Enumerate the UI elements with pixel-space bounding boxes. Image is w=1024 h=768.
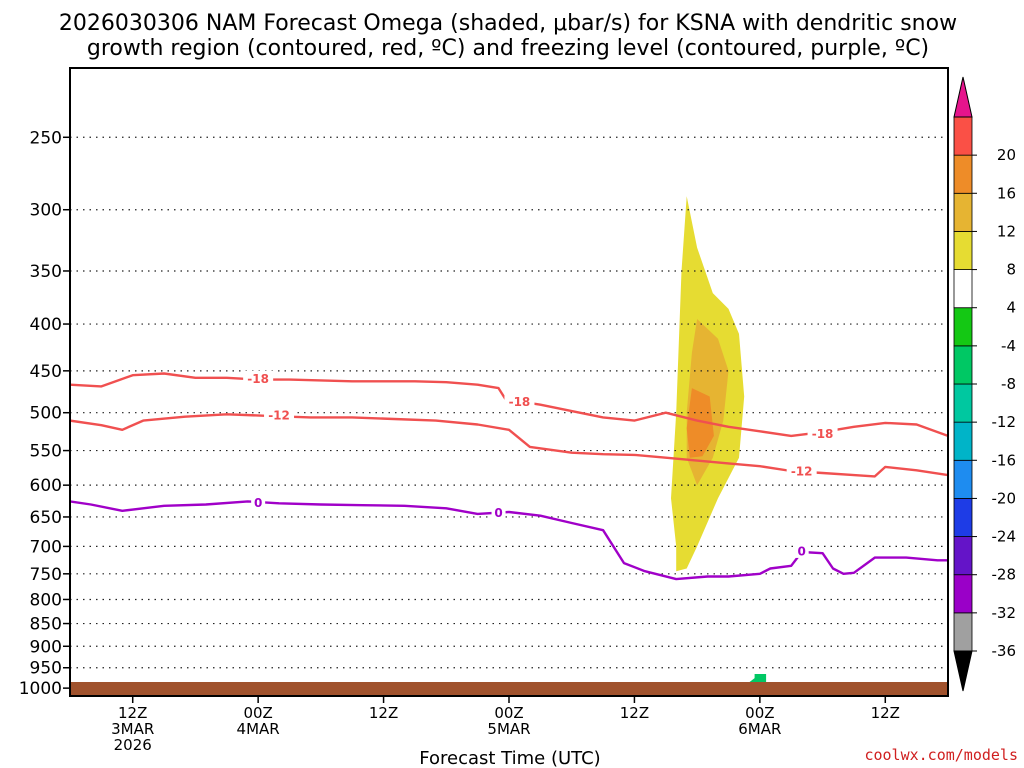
plot-area: -18 -18 -18 -12 -12 0 0 0 250 300 350 400 450 500 550 6… [19,67,949,754]
contour-label-dgz-minus-18-2: -18 [812,427,834,441]
plot-frame [69,67,949,697]
contour-label-bg-freezing-level-0-1 [491,504,506,520]
contour-label-freezing-level-0-0: 0 [254,496,262,510]
contour-label-bg-freezing-level-0-0 [251,494,266,510]
colorbar-label-16: 16 [997,184,1016,202]
shaded-omega-4-5mar [503,408,516,476]
colorbar-label--16: -16 [992,451,1017,469]
colorbar-bin-12 [953,154,973,194]
shaded-omega-16 [686,388,714,458]
ytick-label-1000: 1000 [19,679,62,699]
colorbar-over-triangle [953,76,973,118]
contour-label-bg-dgz-minus-18-2 [807,425,838,441]
chart-title: 2026030306 NAM Forecast Omega (shaded, μ… [59,11,957,61]
colorbar-label--12: -12 [992,413,1017,431]
ytick-label-450: 450 [30,362,62,382]
x-axis-label: Forecast Time (UTC) [419,748,600,768]
contour-label-bg-dgz-minus-12-0 [264,407,295,423]
shaded-omega-neg4-sfc [749,674,767,683]
ytick-label-750: 750 [30,565,62,585]
shaded-omega-4-6mar [770,579,797,638]
xtick-label-45-1: 5MAR [487,720,530,738]
colorbar-label--36: -36 [992,642,1017,660]
colorbar-label--32: -32 [992,604,1017,622]
colorbar-bin-2 [953,536,973,576]
colorbar-label-8: 8 [1006,261,1016,279]
xtick-label-69-1: 6MAR [738,720,781,738]
ytick-label-350: 350 [30,262,62,282]
plot-content: -18 -18 -18 -12 -12 0 0 0 [70,109,948,696]
xtick-label-21-1: 4MAR [237,720,280,738]
xtick-label-21-0: 00Z [243,704,272,722]
colorbar-bin-3 [953,498,973,537]
contour-label-freezing-level-0-2: 0 [797,544,805,558]
colorbar-bin-5 [953,421,973,461]
shaded-omega-4-sfc [916,661,948,681]
contour-label-bg-freezing-level-0-2 [794,542,809,558]
ytick-label-800: 800 [30,590,62,610]
contour-label-freezing-level-0-1: 0 [494,506,502,520]
colorbar-label--28: -28 [992,566,1017,584]
xtick-label-9-0: 12Z [118,704,147,722]
ytick-label-850: 850 [30,615,62,635]
colorbar-bin-1 [953,574,973,614]
colorbar-bin-4 [953,459,973,499]
ytick-label-300: 300 [30,201,62,221]
colorbar-bin-6 [953,383,973,423]
xtick-label-57-0: 12Z [620,704,649,722]
colorbar-bin-10 [953,231,973,270]
title-line-1: 2026030306 NAM Forecast Omega (shaded, μ… [59,11,957,36]
contour-label-bg-dgz-minus-12-1 [786,462,817,478]
ytick-label-650: 650 [30,508,62,528]
ytick-label-250: 250 [30,128,62,148]
contour-freezing-level-0 [70,500,948,581]
title-line-2: growth region (contoured, red, ºC) and f… [87,36,929,61]
credit-text: coolwx.com/models [864,746,1018,764]
ytick-label-900: 900 [30,637,62,657]
xtick-label-33-0: 12Z [369,704,398,722]
colorbar-bin-8 [953,307,973,347]
colorbar: -36 -32 -28 -24 -20 -16 -12 -8 -4 4 8 12 16 20 [953,76,1017,692]
xtick-label-9-1: 3MAR [111,720,154,738]
colorbar-label-20: 20 [997,146,1016,164]
xtick-label-9-2: 2026 [114,736,152,754]
colorbar-label-12: 12 [997,222,1016,240]
contour-label-dgz-minus-18-1: -18 [509,395,531,409]
colorbar-bin-0 [953,612,973,652]
ytick-label-550: 550 [30,442,62,462]
contour-label-dgz-minus-18-0: -18 [247,372,269,386]
ytick-label-700: 700 [30,537,62,557]
contour-label-dgz-minus-12-0: -12 [268,409,290,423]
contour-dgz-minus-12 [70,413,948,478]
xtick-label-81-0: 12Z [871,704,900,722]
contour-label-bg-dgz-minus-18-0 [243,370,274,386]
colorbar-label--4: -4 [1001,337,1016,355]
ytick-label-400: 400 [30,315,62,335]
ytick-label-500: 500 [30,404,62,424]
colorbar-label--24: -24 [992,528,1017,546]
colorbar-label--8: -8 [1001,375,1016,393]
xtick-label-45-0: 00Z [494,704,523,722]
xtick-label-69-0: 00Z [745,704,774,722]
colorbar-bin-11 [953,192,973,232]
ytick-label-600: 600 [30,476,62,496]
colorbar-bin-9 [953,269,973,309]
colorbar-label-4: 4 [1006,299,1016,317]
terrain-strip [70,682,948,696]
colorbar-under-triangle [953,650,973,692]
colorbar-bin-13 [953,116,973,156]
contour-label-dgz-minus-12-1: -12 [791,464,813,478]
colorbar-label--20: -20 [992,489,1017,507]
contour-label-bg-dgz-minus-18-1 [504,393,535,409]
colorbar-bin-7 [953,345,973,385]
ytick-label-950: 950 [30,659,62,679]
